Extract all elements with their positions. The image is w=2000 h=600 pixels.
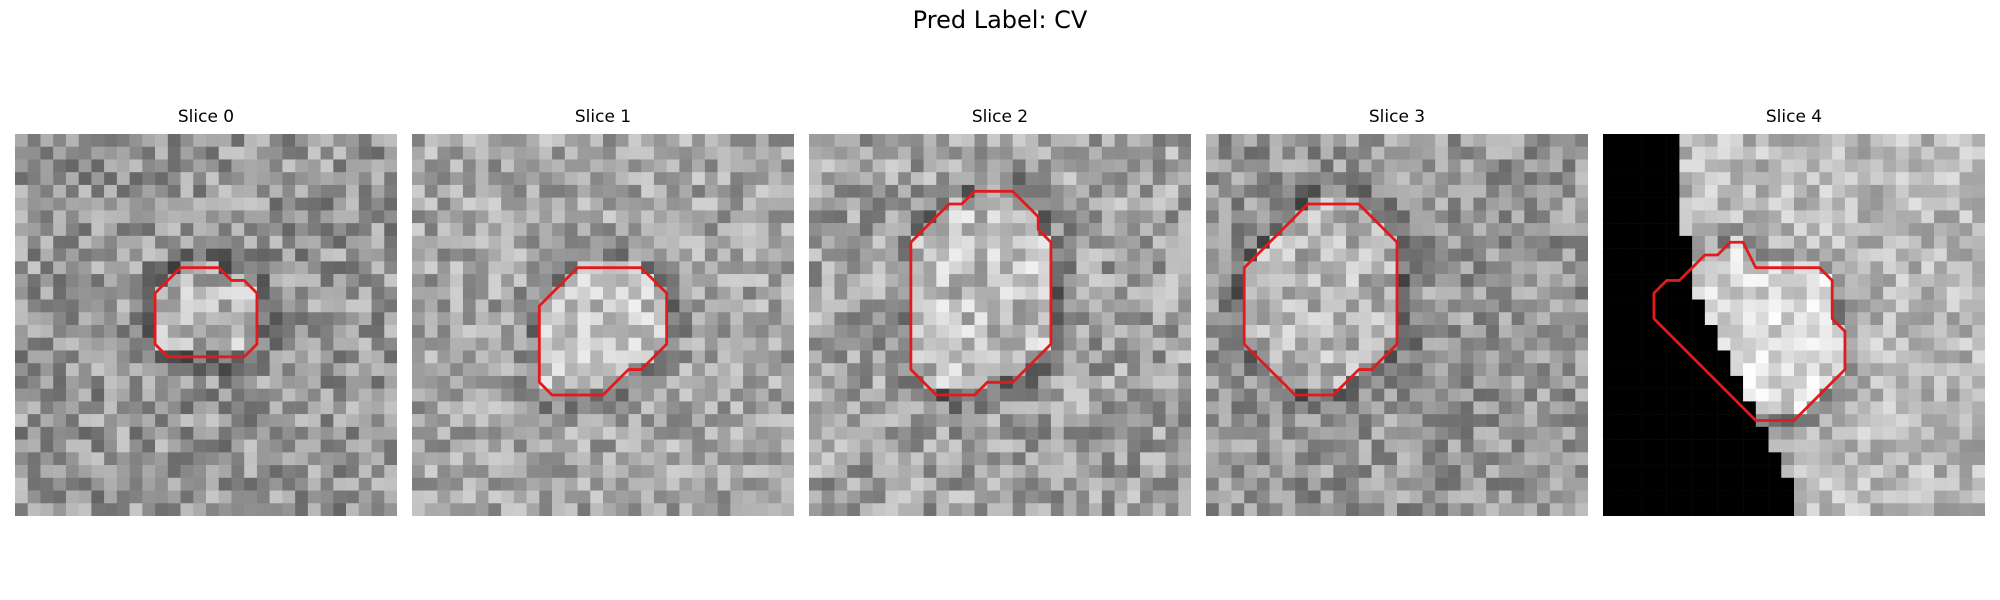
slice-title: Slice 4 [1765,107,1823,127]
slice-panel-4: Slice 4 [1603,107,1985,516]
slice-image [1603,134,1985,516]
figure-title: Pred Label: CV [912,6,1088,34]
pixel-grid [1603,134,1985,516]
slice-panel-3: Slice 3 [1206,107,1588,516]
slice-panel-0: Slice 0 [15,107,397,516]
slice-image [412,134,794,516]
segmentation-contour [1242,202,1399,397]
segmentation-contour [909,189,1053,397]
slice-title: Slice 3 [1368,107,1426,127]
pixel-grid [15,134,397,516]
slice-image [809,134,1191,516]
slice-image [1206,134,1588,516]
segmentation-contour [153,266,259,359]
segmentation-contour [1652,240,1847,422]
slice-title: Slice 0 [177,107,235,127]
segmentation-contour [537,266,669,397]
slice-title: Slice 2 [971,107,1029,127]
pixel-grid [412,134,794,516]
slice-image [15,134,397,516]
slice-title: Slice 1 [574,107,632,127]
slice-panel-1: Slice 1 [412,107,794,516]
slice-panel-2: Slice 2 [809,107,1191,516]
pixel-grid [1206,134,1588,516]
